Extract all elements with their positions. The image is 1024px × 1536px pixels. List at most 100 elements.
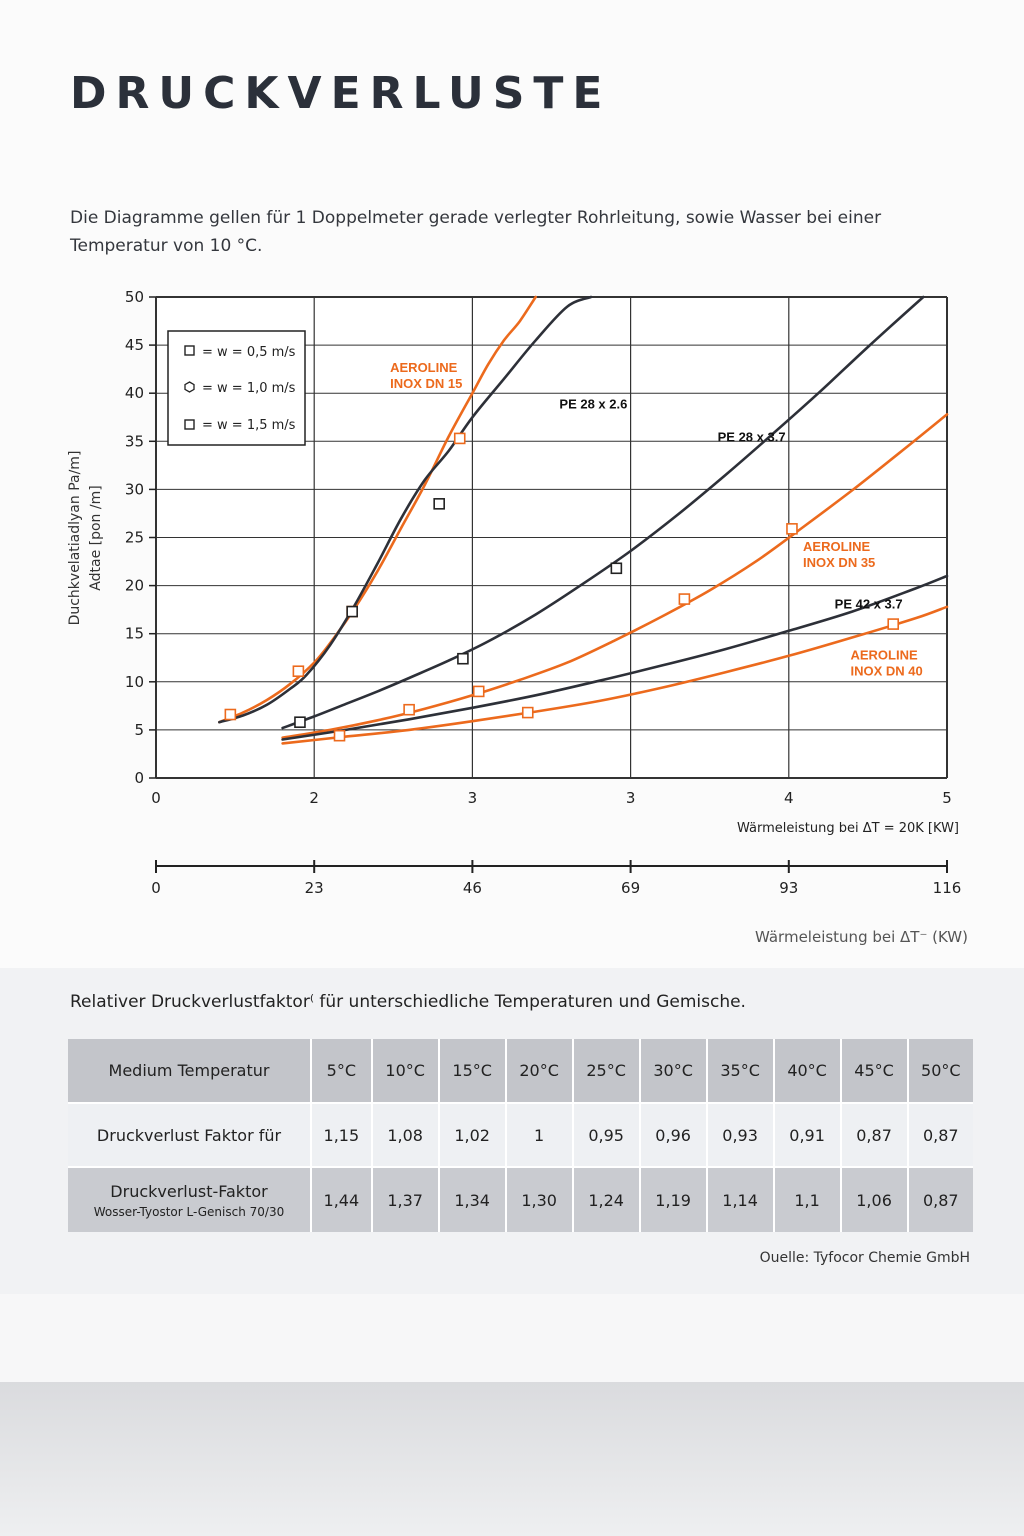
factor-cell: 0,91 (772, 1102, 841, 1168)
series-line (281, 574, 949, 741)
source-note: Ouelle: Tyfocor Chemie GmbH (759, 1250, 970, 1266)
row-label: Druckverlust-Faktor (110, 1181, 268, 1201)
data-point-marker (887, 618, 900, 630)
chart-markers (224, 432, 900, 742)
secondary-tick-label: 23 (305, 879, 324, 897)
x-tick-label: 0 (151, 789, 161, 807)
series-label: AEROLINE (850, 648, 918, 663)
series-label: PE 42 x 3.7 (835, 597, 903, 612)
factor-cell: 1,24 (571, 1167, 640, 1232)
factor-cell: 1,44 (310, 1167, 372, 1232)
legend-item-label: = w = 1,0 m/s (202, 381, 296, 396)
y-tick-label: 25 (125, 529, 144, 547)
series-label: AEROLINE (803, 539, 871, 554)
legend-marker-square (184, 419, 195, 430)
data-point-marker (346, 605, 358, 618)
temperature-header: 35°C (705, 1039, 774, 1103)
pressure-loss-factor-table: Medium Temperatur 5°C 10°C 15°C 20°C 25°… (68, 1039, 973, 1232)
series-label: PE 28 x 2.6 (559, 397, 627, 412)
factor-cell: 1,06 (839, 1167, 908, 1232)
series-line (281, 413, 949, 739)
factor-cell: 1,08 (370, 1102, 439, 1168)
temperature-header: 30°C (638, 1039, 707, 1103)
data-point-marker (403, 703, 415, 716)
data-point-marker (224, 708, 237, 721)
data-point-marker (333, 729, 346, 742)
series-label: INOX DN 35 (803, 555, 875, 570)
x-axis-ticks: 0 2 3 3 4 5 (151, 789, 952, 807)
data-point-marker (521, 706, 534, 719)
y-axis-ticks: 0 5 10 15 20 25 30 35 40 45 50 (125, 288, 156, 787)
temperature-header: 40°C (772, 1039, 841, 1103)
y-tick-label: 50 (125, 288, 144, 306)
series-line (218, 295, 593, 724)
secondary-tick-label: 93 (779, 879, 798, 897)
series-line (218, 295, 537, 724)
factor-cell: 0,87 (839, 1102, 908, 1168)
x-tick-label: 3 (626, 789, 636, 807)
secondary-tick-label: 46 (463, 879, 482, 897)
series-label: INOX DN 40 (850, 664, 922, 679)
temperature-header: 50°C (906, 1039, 973, 1103)
factor-cell: 0,87 (906, 1102, 973, 1168)
secondary-x-axis: 0 23 46 69 93 116 (151, 860, 961, 897)
y-tick-label: 40 (125, 384, 144, 402)
factor-cell: 0,93 (705, 1102, 774, 1168)
page-footer-band (0, 1382, 1024, 1536)
x-tick-label: 2 (309, 789, 319, 807)
y-axis-label: Duchkvelatiadlyan Pa∕m] (67, 451, 83, 626)
row-label-block: Druckverlust-Faktor Wosser-Tyostor L-Gen… (68, 1167, 311, 1232)
factor-cell: 1,1 (772, 1167, 841, 1232)
factor-cell: 1 (504, 1102, 573, 1168)
y-axis-label: Adtae [pon ∕m] (88, 485, 104, 590)
factor-cell: 1,02 (437, 1102, 506, 1168)
y-tick-label: 20 (125, 577, 144, 595)
x-tick-label: 4 (784, 789, 794, 807)
table-row-water: Druckverlust Faktor für 1,15 1,08 1,02 1… (68, 1102, 973, 1168)
data-point-marker (678, 593, 691, 605)
x-tick-label: 3 (468, 789, 478, 807)
chart-legend: = w = 0,5 m/s = w = 1,0 m/s = w = 1,5 m/… (167, 330, 306, 446)
factor-cell: 0,87 (906, 1167, 973, 1232)
factor-cell: 1,37 (370, 1167, 439, 1232)
y-tick-label: 0 (134, 769, 144, 787)
x-tick-label: 5 (942, 789, 952, 807)
secondary-tick-label: 69 (621, 879, 640, 897)
y-tick-label: 15 (125, 625, 144, 643)
y-tick-label: 45 (125, 336, 144, 354)
data-point-marker (786, 523, 798, 535)
factor-cell: 0,95 (571, 1102, 640, 1168)
temperature-header: 20°C (504, 1039, 573, 1103)
table-heading: Relativer Druckverlustfaktor⁽ für unters… (70, 992, 746, 1012)
data-point-marker (433, 498, 445, 510)
series-label: INOX DN 15 (390, 376, 462, 391)
factor-cell: 1,15 (310, 1102, 372, 1168)
row-sublabel: Wosser-Tyostor L-Genisch 70/30 (93, 1204, 285, 1219)
page-title: DRUCKVERLUSTE (70, 68, 612, 119)
table-header-row: Medium Temperatur 5°C 10°C 15°C 20°C 25°… (68, 1039, 973, 1103)
y-tick-label: 5 (134, 721, 144, 739)
y-tick-label: 10 (125, 673, 144, 691)
temperature-header: 5°C (310, 1039, 372, 1103)
legend-marker-square (184, 345, 195, 356)
temperature-header: 25°C (571, 1039, 640, 1103)
secondary-tick-label: 116 (933, 879, 962, 897)
data-point-marker (457, 652, 469, 665)
factor-cell: 1,19 (638, 1167, 707, 1232)
data-point-marker (294, 716, 306, 729)
legend-item-label: = w = 1,5 m/s (202, 418, 296, 433)
data-point-marker (472, 685, 485, 698)
series-label: PE 28 x 3.7 (718, 429, 786, 444)
page-background-lower (0, 1294, 1024, 1382)
table-header-label: Medium Temperatur (68, 1039, 311, 1103)
factor-cell: 1,30 (504, 1167, 573, 1232)
temperature-header: 10°C (370, 1039, 439, 1103)
temperature-header: 15°C (437, 1039, 506, 1103)
factor-cell: 1,14 (705, 1167, 774, 1232)
row-label: Druckverlust Faktor für (68, 1102, 311, 1168)
table-row-mixture: Druckverlust-Faktor Wosser-Tyostor L-Gen… (68, 1167, 973, 1232)
y-tick-label: 30 (125, 480, 144, 498)
secondary-x-axis-label: Wärmeleistung bei ΔT⁻ (KW) (755, 928, 968, 946)
series-label: AEROLINE (390, 360, 458, 375)
